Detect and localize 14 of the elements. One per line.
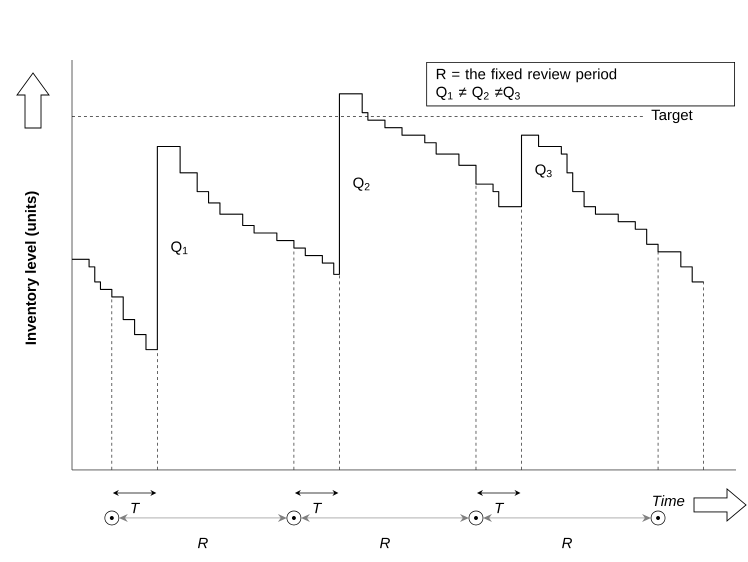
text: T — [313, 502, 322, 514]
x-axis-title: Time — [653, 495, 684, 506]
annotation: Q$_{1}$ ≠ Q$_{2}$ ≠Q$_{3}$ — [436, 86, 520, 100]
text: R = the fixed review period — [436, 68, 616, 82]
ref-line-label: Target — [652, 110, 693, 124]
annotation: Q$_{2}$ — [353, 177, 370, 191]
y-axis-title: Inventory level (units) — [25, 192, 39, 344]
text: R — [562, 538, 572, 548]
annotation: Q$_{1}$ — [171, 241, 188, 255]
annotation: Q$_{3}$ — [535, 164, 552, 178]
text: R — [198, 538, 208, 548]
text: T — [131, 502, 140, 514]
text: R — [380, 538, 390, 548]
text: T — [496, 502, 504, 514]
